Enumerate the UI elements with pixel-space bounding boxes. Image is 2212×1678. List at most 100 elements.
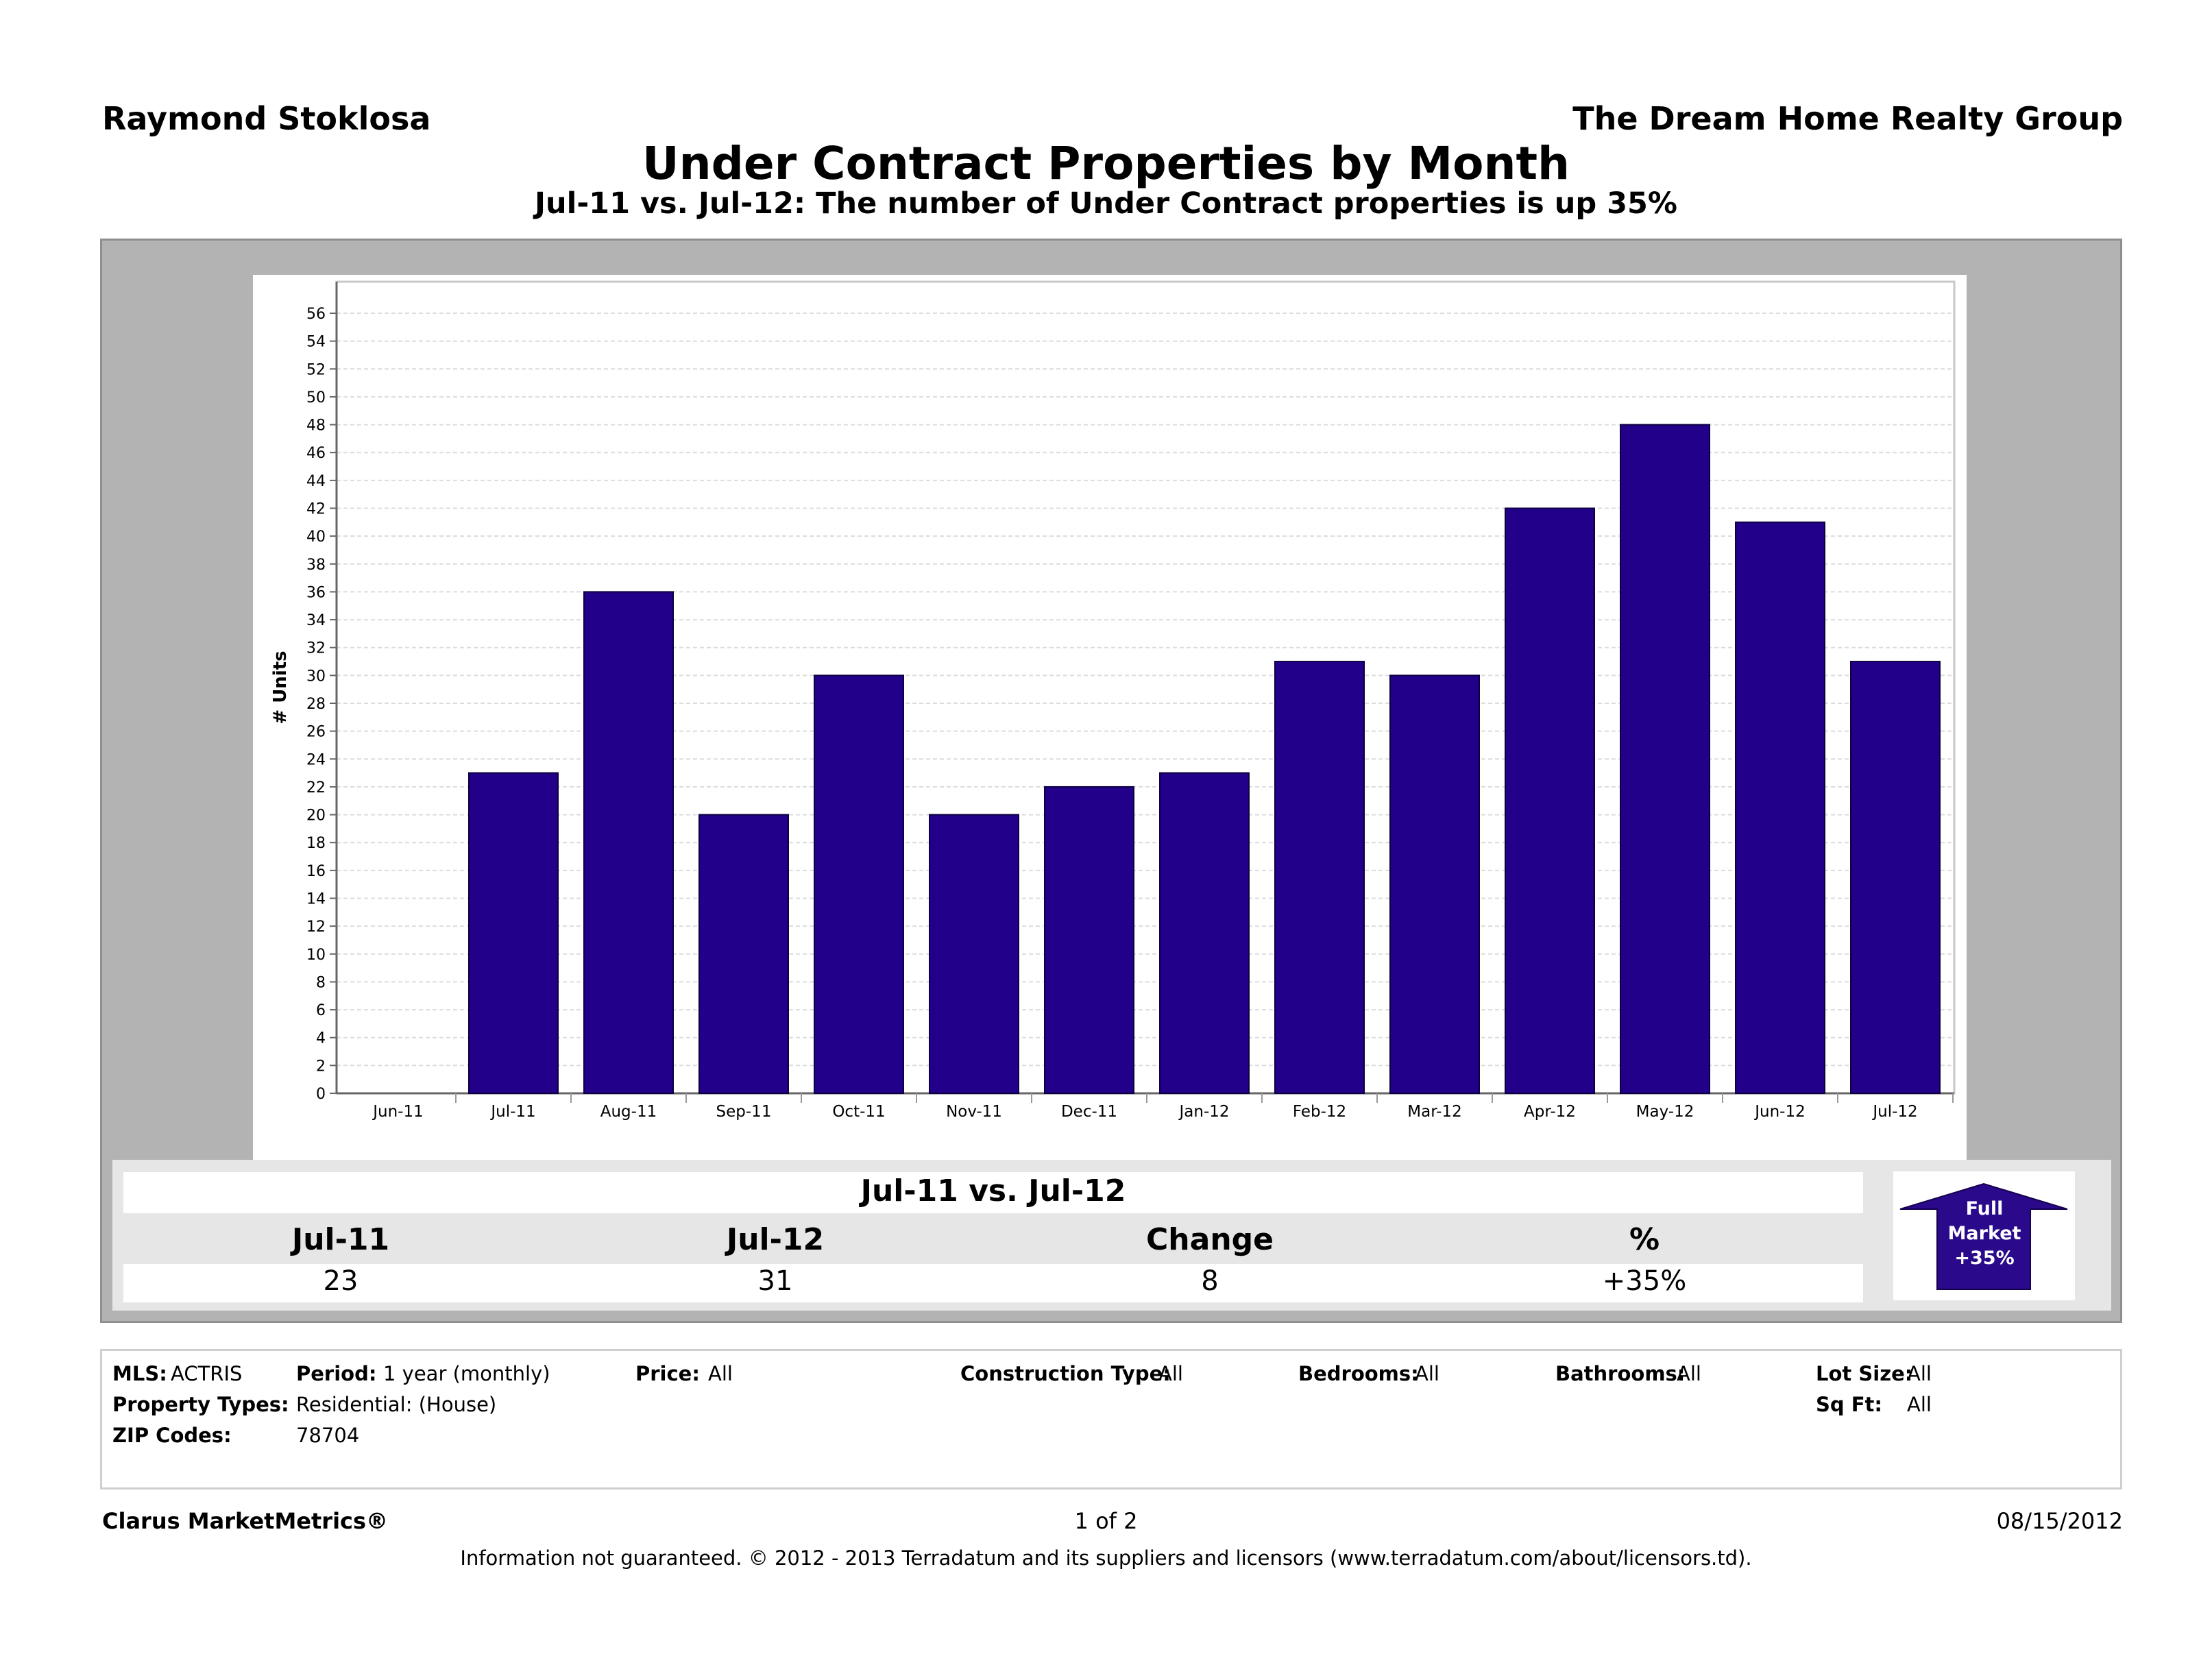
badge-line-3: +35%: [1954, 1248, 2015, 1269]
y-tick-label: 22: [306, 779, 326, 797]
x-tick-label: Jul-12: [1871, 1103, 1917, 1121]
plot-area: [335, 280, 1956, 1095]
x-tick-label: Jun-11: [372, 1103, 424, 1121]
bar-dec-11: [1044, 786, 1134, 1095]
property-types-value: Residential: (House): [296, 1393, 497, 1416]
zip-codes-label: ZIP Codes:: [112, 1424, 232, 1447]
comparison-values-band: [123, 1264, 1863, 1302]
bar-apr-12: [1505, 507, 1595, 1094]
bar-jun-12: [1735, 521, 1825, 1095]
sqft-label: Sq Ft:: [1816, 1393, 1883, 1416]
y-tick-label: 38: [306, 557, 326, 574]
mls-value: ACTRIS: [171, 1362, 243, 1385]
y-tick-label: 56: [306, 306, 326, 323]
market-badge-text: Full Market +35%: [1933, 1197, 2036, 1271]
price-label: Price:: [635, 1362, 700, 1385]
bar-jul-11: [468, 772, 559, 1094]
bar-sep-11: [698, 814, 789, 1094]
chart-panel: 0 2 4 6 8 10 12 14 16 18 20 22 24 26 28 30 32 34 36 38 40 42 4…: [100, 239, 2122, 1323]
construction-label: Construction Type:: [960, 1362, 1171, 1385]
period-label: Period:: [296, 1362, 377, 1385]
bar-chart: 0246810121416182022242628303234363840424…: [253, 275, 1967, 1163]
x-tick-label: Nov-11: [946, 1103, 1002, 1121]
property-types-label: Property Types:: [112, 1393, 289, 1416]
y-tick-label: 34: [306, 612, 326, 629]
comparison-value-to: 31: [757, 1265, 793, 1297]
y-tick-label: 12: [306, 919, 326, 936]
disclaimer: Information not guaranteed. © 2012 - 201…: [460, 1546, 1752, 1570]
y-tick-label: 46: [306, 445, 326, 462]
zip-codes-value: 78704: [296, 1424, 360, 1447]
y-tick-label: 8: [316, 974, 326, 991]
bar-may-12: [1620, 424, 1710, 1095]
y-tick-label: 4: [316, 1030, 326, 1047]
comparison-title: Jul-11 vs. Jul-12: [860, 1174, 1126, 1208]
x-tick-label: Dec-11: [1061, 1103, 1117, 1121]
footer-brand: Clarus MarketMetrics®: [102, 1508, 389, 1534]
badge-line-1: Full: [1965, 1198, 2004, 1219]
period-value: 1 year (monthly): [383, 1362, 550, 1385]
lot-size-value: All: [1907, 1362, 1932, 1385]
x-tick-label: Jun-12: [1753, 1103, 1806, 1121]
comparison-value-percent: +35%: [1602, 1265, 1687, 1297]
y-tick-label: 24: [306, 751, 326, 768]
bar-aug-11: [583, 591, 674, 1094]
comparison-header-to: Jul-12: [726, 1222, 825, 1257]
y-tick-label: 14: [306, 891, 326, 908]
y-tick-label: 52: [306, 361, 326, 378]
x-tick-label: May-12: [1636, 1103, 1694, 1121]
comparison-header-change: Change: [1146, 1222, 1274, 1257]
x-tick-label: Jan-12: [1178, 1103, 1229, 1121]
construction-value: All: [1158, 1362, 1183, 1385]
bathrooms-label: Bathrooms:: [1555, 1362, 1686, 1385]
bar-mar-12: [1389, 674, 1480, 1094]
y-tick-label: 10: [306, 947, 326, 964]
bedrooms-label: Bedrooms:: [1298, 1362, 1419, 1385]
x-tick-label: Feb-12: [1293, 1103, 1346, 1121]
bar-jan-12: [1159, 772, 1250, 1094]
y-tick-label: 40: [306, 528, 326, 546]
y-tick-label: 30: [306, 668, 326, 685]
comparison-header-percent: %: [1629, 1222, 1660, 1257]
x-tick-label: Jul-11: [489, 1103, 535, 1121]
mls-label: MLS:: [112, 1362, 167, 1385]
y-tick-label: 26: [306, 724, 326, 741]
x-tick-label: Oct-11: [832, 1103, 885, 1121]
report-date: 08/15/2012: [1996, 1508, 2123, 1534]
agent-name: Raymond Stoklosa: [102, 100, 431, 137]
y-tick-label: 6: [316, 1002, 326, 1019]
y-tick-label: 20: [306, 807, 326, 825]
y-tick-label: 16: [306, 863, 326, 880]
chart-title: Under Contract Properties by Month: [642, 137, 1570, 190]
bathrooms-value: All: [1677, 1362, 1701, 1385]
y-tick-label: 54: [306, 334, 326, 351]
bar-jul-12: [1850, 661, 1941, 1094]
x-tick-label: Mar-12: [1407, 1103, 1462, 1121]
up-arrow-icon: [1899, 1182, 2068, 1290]
y-tick-label: 32: [306, 640, 326, 657]
y-tick-label: 36: [306, 584, 326, 601]
bar-feb-12: [1274, 661, 1365, 1094]
criteria-panel: MLS: ACTRIS Period: 1 year (monthly) Pri…: [100, 1349, 2122, 1489]
bedrooms-value: All: [1415, 1362, 1439, 1385]
y-tick-label: 44: [306, 473, 326, 490]
x-tick-label: Sep-11: [716, 1103, 772, 1121]
page-number: 1 of 2: [1074, 1508, 1138, 1534]
bar-nov-11: [929, 814, 1019, 1094]
price-value: All: [708, 1362, 733, 1385]
comparison-value-change: 8: [1201, 1265, 1219, 1297]
sqft-value: All: [1907, 1393, 1932, 1416]
bar-oct-11: [814, 674, 904, 1094]
y-tick-label: 28: [306, 696, 326, 713]
comparison-title-band: [123, 1172, 1863, 1213]
chart-subtitle: Jul-11 vs. Jul-12: The number of Under C…: [534, 186, 1678, 221]
company-name: The Dream Home Realty Group: [1572, 100, 2123, 137]
market-badge: [1893, 1171, 2075, 1300]
y-tick-label: 42: [306, 501, 326, 518]
y-tick-label: 18: [306, 835, 326, 852]
x-tick-label: Aug-11: [600, 1103, 657, 1121]
lot-size-label: Lot Size:: [1816, 1362, 1913, 1385]
y-tick-label: 2: [316, 1058, 326, 1075]
y-tick-label: 0: [316, 1086, 326, 1103]
comparison-header-from: Jul-11: [291, 1222, 390, 1257]
